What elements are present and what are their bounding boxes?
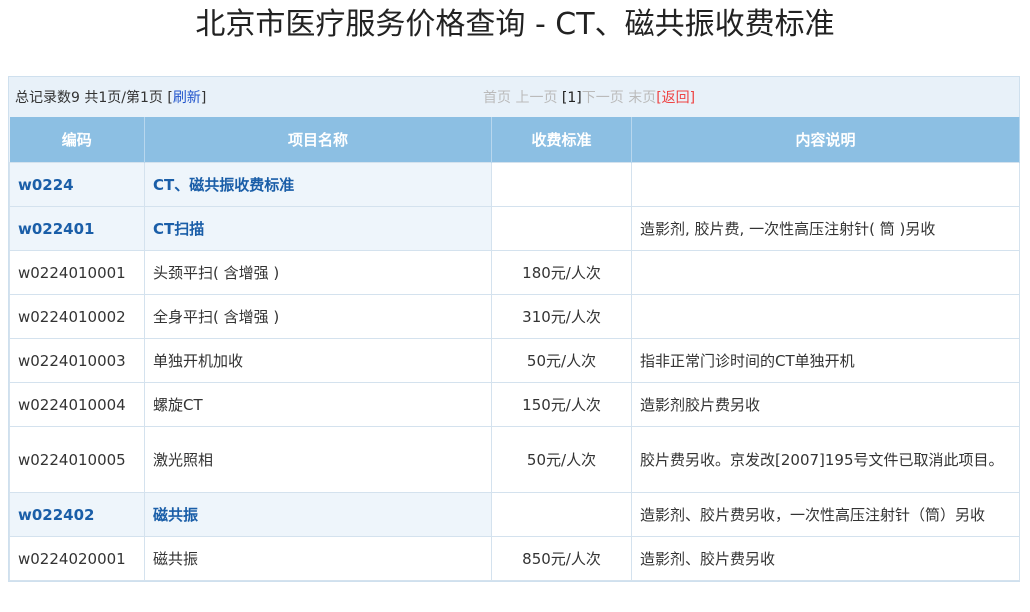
name-cell: 单独开机加收 bbox=[144, 338, 492, 383]
name-cell: 磁共振 bbox=[144, 536, 492, 581]
prev-page-link[interactable]: 上一页 bbox=[515, 90, 558, 106]
table-row: w0224010005 激光照相 50元/人次 胶片费另收。京发改[2007]195号… bbox=[9, 426, 1020, 493]
price-cell: 50元/人次 bbox=[491, 426, 632, 493]
pager-bar: 总记录数9 共1页/第1页 [刷新] 首页 上一页 [1]下一页 末页[返回] bbox=[9, 77, 1019, 117]
column-header-name: 项目名称 bbox=[144, 117, 492, 163]
name-cell: 磁共振 bbox=[144, 492, 492, 537]
name-cell: CT扫描 bbox=[144, 206, 492, 251]
code-cell: w0224010001 bbox=[9, 250, 145, 295]
description-cell bbox=[631, 162, 1020, 207]
code-cell: w0224 bbox=[9, 162, 145, 207]
price-cell bbox=[491, 206, 632, 251]
page-title: 北京市医疗服务价格查询 - CT、磁共振收费标准 bbox=[195, 7, 835, 42]
description-cell: 造影剂、胶片费另收，一次性高压注射针（筒）另收 bbox=[631, 492, 1020, 537]
price-cell: 180元/人次 bbox=[491, 250, 632, 295]
back-link[interactable]: [返回] bbox=[656, 90, 696, 106]
table-row: w022401 CT扫描 造影剂, 胶片费, 一次性高压注射针( 筒 )另收 bbox=[9, 206, 1020, 251]
table-row: w0224010002 全身平扫( 含增强 ) 310元/人次 bbox=[9, 294, 1020, 339]
price-cell bbox=[491, 492, 632, 537]
code-cell: w0224020001 bbox=[9, 536, 145, 581]
name-cell: CT、磁共振收费标准 bbox=[144, 162, 492, 207]
name-cell: 激光照相 bbox=[144, 426, 492, 493]
code-cell: w0224010004 bbox=[9, 382, 145, 427]
description-cell: 胶片费另收。京发改[2007]195号文件已取消此项目。 bbox=[631, 426, 1020, 493]
next-page-link[interactable]: 下一页 bbox=[581, 90, 624, 106]
last-page-link[interactable]: 末页 bbox=[628, 90, 657, 106]
price-cell: 50元/人次 bbox=[491, 338, 632, 383]
table-row: w0224010003 单独开机加收 50元/人次 指非正常门诊时间的CT单独开机 bbox=[9, 338, 1020, 383]
description-cell: 造影剂, 胶片费, 一次性高压注射针( 筒 )另收 bbox=[631, 206, 1020, 251]
column-header-description: 内容说明 bbox=[631, 117, 1020, 163]
table-row: w022402 磁共振 造影剂、胶片费另收，一次性高压注射针（筒）另收 bbox=[9, 492, 1020, 537]
price-table-panel: 总记录数9 共1页/第1页 [刷新] 首页 上一页 [1]下一页 末页[返回] … bbox=[8, 76, 1020, 582]
price-cell: 850元/人次 bbox=[491, 536, 632, 581]
first-page-link[interactable]: 首页 bbox=[483, 90, 511, 106]
code-cell: w0224010005 bbox=[9, 426, 145, 493]
price-cell bbox=[491, 162, 632, 207]
bracket: ] bbox=[200, 90, 207, 106]
code-cell: w022402 bbox=[9, 492, 145, 537]
price-table: 编码 项目名称 收费标准 内容说明 w0224 CT、磁共振收费标准 w022401… bbox=[9, 117, 1020, 581]
description-cell: 造影剂、胶片费另收 bbox=[631, 536, 1020, 581]
refresh-link[interactable]: 刷新 bbox=[172, 90, 201, 106]
description-cell bbox=[631, 294, 1020, 339]
name-cell: 头颈平扫( 含增强 ) bbox=[144, 250, 492, 295]
table-row: w0224 CT、磁共振收费标准 bbox=[9, 162, 1020, 207]
description-cell: 造影剂胶片费另收 bbox=[631, 382, 1020, 427]
table-row: w0224010004 螺旋CT 150元/人次 造影剂胶片费另收 bbox=[9, 382, 1020, 427]
table-row: w0224010001 头颈平扫( 含增强 ) 180元/人次 bbox=[9, 250, 1020, 295]
table-row: w0224020001 磁共振 850元/人次 造影剂、胶片费另收 bbox=[9, 536, 1020, 581]
description-cell: 指非正常门诊时间的CT单独开机 bbox=[631, 338, 1020, 383]
column-header-code: 编码 bbox=[9, 117, 145, 163]
description-cell bbox=[631, 250, 1020, 295]
record-summary: 总记录数9 共1页/第1页 [ bbox=[15, 90, 173, 106]
name-cell: 全身平扫( 含增强 ) bbox=[144, 294, 492, 339]
current-page: [1] bbox=[561, 90, 582, 106]
column-header-price: 收费标准 bbox=[491, 117, 632, 163]
price-cell: 150元/人次 bbox=[491, 382, 632, 427]
name-cell: 螺旋CT bbox=[144, 382, 492, 427]
code-cell: w0224010003 bbox=[9, 338, 145, 383]
code-cell: w0224010002 bbox=[9, 294, 145, 339]
code-cell: w022401 bbox=[9, 206, 145, 251]
price-cell: 310元/人次 bbox=[491, 294, 632, 339]
